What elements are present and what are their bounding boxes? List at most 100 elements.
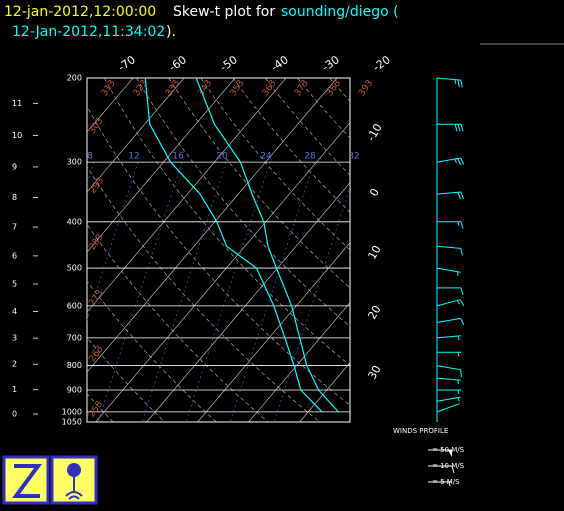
isotherm-label: -10 [364,121,384,143]
barb-half [455,80,456,84]
height-label: 2 [12,360,17,369]
plot-area [0,78,564,422]
mixing-ratio-label: 20 [216,152,228,162]
wind-barb [437,336,461,340]
header-title: Skew-t plot for [173,4,275,20]
barb-full [458,80,459,87]
barb-staff [437,336,461,338]
barb-staff [437,366,461,370]
barb-full [455,124,457,131]
dry-adiabat [72,78,371,422]
barb-staff [437,246,461,248]
dry-adiabat [169,78,527,422]
pressure-label: 800 [67,361,82,370]
barb-half [458,222,459,226]
pressure-label: 300 [67,158,82,167]
wind-legend-label: = 10 M/S [432,462,465,470]
barb-full [461,248,462,255]
height-label: 11 [12,99,22,108]
mixing-ratio-label: 12 [128,152,139,162]
header-date: 12-jan-2012,12:00:00 [4,4,156,20]
mixing-ratio-label: 28 [304,152,316,162]
barb-full [461,124,463,131]
icon-balloon [52,457,96,503]
dry-adiabat [8,78,268,422]
wind-barb [437,397,461,401]
barb-full [458,158,461,165]
mixing-ratio-label: 32 [348,152,359,162]
dry-adiabat [330,78,564,422]
height-label: 0 [12,410,17,419]
height-label: 9 [12,162,17,171]
height-label: 8 [12,193,17,202]
wind-barb [437,404,460,412]
barb-staff [437,300,460,306]
barb-half [457,300,459,304]
wind-legend-label: = 50 M/S [432,446,465,454]
height-label: 1 [12,385,17,394]
barb-full [461,158,464,165]
wind-barb [437,222,463,229]
wind-barb [437,288,463,295]
barb-full [461,288,463,295]
pressure-label: 1000 [62,407,82,416]
pressure-label: 700 [67,333,82,342]
isotherm-label: 10 [365,243,383,262]
isotherm-label: -20 [371,53,393,74]
mixing-ratio-label: 8 [87,152,93,162]
isotherm-label: 0 [367,186,382,199]
sounding-line [145,78,322,412]
isotherm-label: -40 [269,53,291,74]
pressure-label: 1050 [62,418,82,427]
pressure-label: 900 [67,386,82,395]
dry-adiabat [0,78,216,422]
dry-adiabat-label: 353 [228,78,246,98]
pressure-label: 600 [67,301,82,310]
barb-staff [437,397,461,401]
dry-adiabat [265,78,564,422]
height-label: 10 [12,131,22,140]
height-label: 6 [12,251,17,260]
height-label: 7 [12,223,17,232]
wind-barb [437,246,462,255]
mixing-ratio-label: 16 [172,152,184,162]
wind-barb [437,390,461,394]
barb-full [461,318,464,325]
barb-staff [437,404,460,412]
icon-z [4,457,48,503]
barb-half [458,336,459,340]
barb-full [461,370,462,377]
isotherm-label: -70 [116,53,138,74]
wind-barb [437,192,464,199]
barb-half [458,390,459,394]
wind-barb [437,366,461,377]
isotherm [0,78,235,422]
dry-adiabat-label: 343 [196,78,214,98]
dry-adiabat-label: 273 [87,288,105,308]
dry-adiabat [298,78,564,422]
wind-barb [437,378,461,384]
barb-full [461,192,464,199]
barb-half [458,380,459,384]
dry-adiabat-label: 363 [261,78,279,98]
mixing-ratio-label: 24 [260,152,272,162]
barb-staff [437,78,461,80]
barb-staff [437,158,461,162]
barb-full [458,192,461,199]
barb-half [455,159,457,163]
header-source: sounding/diego ( [281,4,399,20]
wind-barb [437,352,461,356]
isotherm-label: -30 [320,53,342,74]
pressure-label: 200 [67,74,82,83]
pressure-label: 400 [67,217,82,226]
dry-adiabat-label: 293 [88,176,106,196]
barb-staff [437,192,461,194]
wind-legend-label: = 5 M/S [432,478,460,486]
isotherm [300,78,564,422]
dry-adiabat-label: 303 [88,116,106,136]
barb-full [460,300,464,306]
mixing-ratio-line [230,162,314,422]
isotherm-label: -50 [218,53,240,74]
wind-barb [437,268,461,276]
barb-full [461,222,463,229]
